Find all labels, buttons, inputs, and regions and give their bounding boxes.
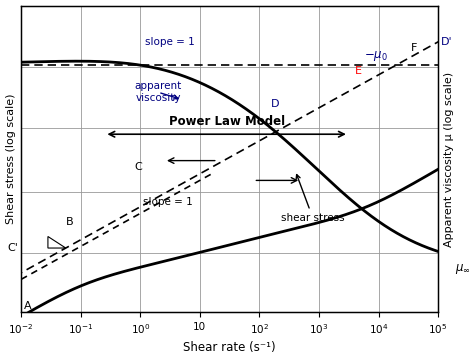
Text: F: F — [411, 44, 418, 53]
Text: shear stress: shear stress — [281, 175, 345, 224]
Text: apparent
viscosity: apparent viscosity — [135, 81, 182, 103]
Text: $-\mu_0$: $-\mu_0$ — [364, 49, 388, 63]
Text: D': D' — [441, 37, 453, 47]
Y-axis label: Shear stress (log scale): Shear stress (log scale) — [6, 94, 16, 224]
Text: slope = 1: slope = 1 — [143, 197, 193, 207]
Text: B: B — [66, 217, 73, 226]
Text: D: D — [271, 99, 280, 109]
X-axis label: Shear rate (s⁻¹): Shear rate (s⁻¹) — [183, 341, 276, 355]
Text: A: A — [24, 301, 32, 311]
Text: $\mu_\infty$: $\mu_\infty$ — [455, 262, 470, 276]
Text: E: E — [355, 67, 362, 76]
Y-axis label: Apparent viscosity μ (log scale): Apparent viscosity μ (log scale) — [444, 71, 454, 247]
Text: C': C' — [7, 243, 18, 253]
Text: slope = 1: slope = 1 — [145, 37, 195, 47]
Text: C: C — [134, 162, 142, 172]
Text: Power Law Model: Power Law Model — [169, 115, 285, 128]
